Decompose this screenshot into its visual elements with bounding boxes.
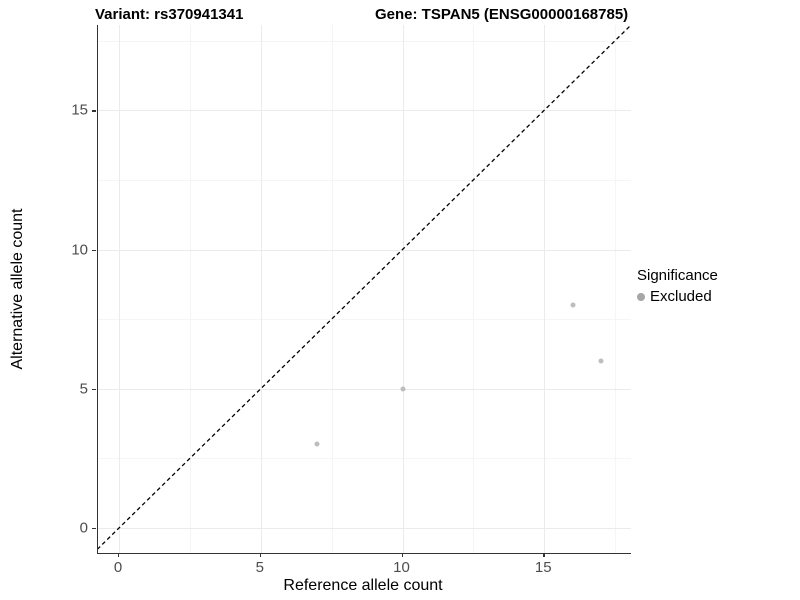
data-point: [400, 386, 405, 392]
data-point: [570, 302, 576, 308]
data-point: [598, 358, 604, 364]
y-tick-label: 10: [71, 241, 88, 258]
plot-panel: [97, 25, 631, 554]
x-tick-label: 10: [393, 559, 410, 576]
major-gridline: [98, 528, 631, 529]
x-tick-label: 0: [113, 559, 123, 576]
plot-title-variant: Variant: rs370941341: [95, 6, 244, 23]
x-axis-title: Reference allele count: [283, 577, 443, 594]
y-tick-label: 15: [71, 101, 88, 119]
legend-key-dot-icon: [637, 292, 645, 301]
major-gridline: [544, 25, 546, 553]
y-axis-tick: [92, 110, 96, 112]
y-tick-label: 5: [79, 380, 88, 398]
x-axis-tick: [118, 553, 120, 557]
x-tick-label: 15: [534, 559, 552, 576]
data-point: [314, 441, 320, 447]
plot-title-gene: Gene: TSPAN5 (ENSG00000168785): [375, 6, 629, 23]
major-gridline: [98, 388, 631, 390]
legend-entry-excluded: Excluded: [637, 288, 718, 305]
minor-gridline: [98, 40, 631, 42]
x-axis-tick: [543, 553, 545, 557]
y-axis-tick: [92, 528, 96, 530]
major-gridline: [98, 110, 631, 112]
minor-gridline: [189, 25, 191, 553]
y-tick-label: 0: [79, 519, 88, 537]
identity-line: [98, 25, 631, 550]
major-gridline: [402, 25, 404, 553]
y-axis-tick: [92, 388, 96, 391]
minor-gridline: [98, 179, 631, 181]
legend: Significance Excluded: [637, 267, 718, 305]
x-axis-tick: [259, 553, 262, 557]
minor-gridline: [98, 458, 631, 460]
identity-line-dashed: [98, 25, 631, 550]
major-gridline: [119, 25, 120, 553]
major-gridline: [98, 249, 631, 251]
y-axis-title: Alternative allele count: [9, 208, 26, 370]
legend-title: Significance: [637, 267, 718, 284]
x-axis-tick: [401, 553, 403, 557]
major-gridline: [260, 25, 262, 553]
minor-gridline: [473, 25, 475, 553]
y-axis-tick: [92, 249, 96, 251]
minor-gridline: [98, 319, 631, 321]
minor-gridline: [331, 25, 333, 553]
legend-entry-label: Excluded: [650, 288, 712, 305]
minor-gridline: [615, 25, 617, 553]
x-tick-label: 5: [255, 559, 264, 576]
